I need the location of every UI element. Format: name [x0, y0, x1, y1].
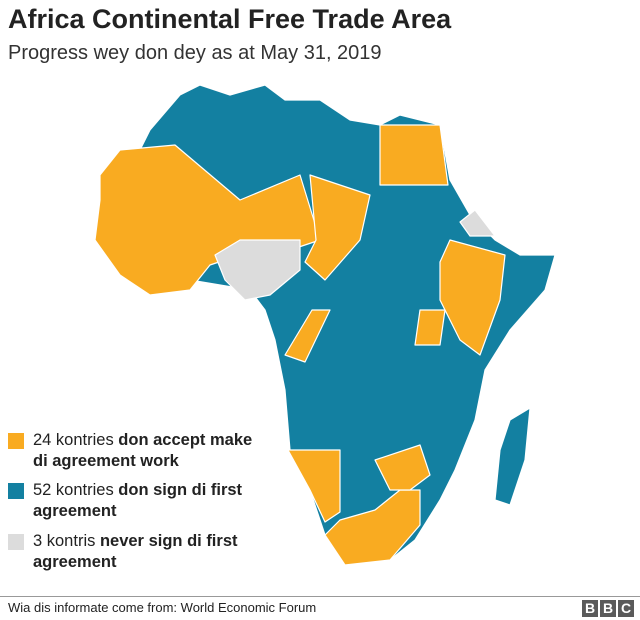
- region-accepted-uganda-rwanda: [414, 309, 446, 346]
- legend-item-not-signed: 3 kontris never sign di first agreement: [8, 531, 268, 573]
- region-accepted-zimbabwe: [374, 444, 431, 491]
- legend-label: don sign di first agreement: [33, 481, 243, 520]
- region-accepted-chad: [304, 174, 371, 281]
- region-not-signed-eritrea: [459, 209, 496, 237]
- legend-count: 24 kontries: [33, 431, 119, 449]
- region-accepted-egypt: [379, 124, 449, 186]
- legend-item-signed: 52 kontries don sign di first agreement: [8, 480, 268, 522]
- source-note: Wia dis informate come from: World Econo…: [8, 600, 317, 615]
- region-accepted-congo: [284, 309, 331, 363]
- legend-label: don accept make di agreement work: [33, 431, 253, 470]
- legend-swatch: [8, 433, 24, 449]
- legend-count: 52 kontries: [33, 481, 119, 499]
- legend-count: 3 kontris: [33, 532, 100, 550]
- legend-swatch: [8, 483, 24, 499]
- region-madagascar: [494, 407, 531, 506]
- region-accepted-south-africa: [324, 489, 421, 566]
- page-title: Africa Continental Free Trade Area: [8, 4, 452, 34]
- legend-swatch: [8, 534, 24, 550]
- subtitle: Progress wey don dey as at May 31, 2019: [8, 42, 382, 64]
- footer-divider: [0, 596, 640, 597]
- region-accepted-east-africa: [439, 239, 506, 356]
- region-not-signed-nigeria: [214, 239, 301, 301]
- legend-item-accepted: 24 kontries don accept make di agreement…: [8, 430, 268, 472]
- legend-label: never sign di first agreement: [33, 532, 238, 571]
- region-accepted-namibia: [287, 449, 341, 523]
